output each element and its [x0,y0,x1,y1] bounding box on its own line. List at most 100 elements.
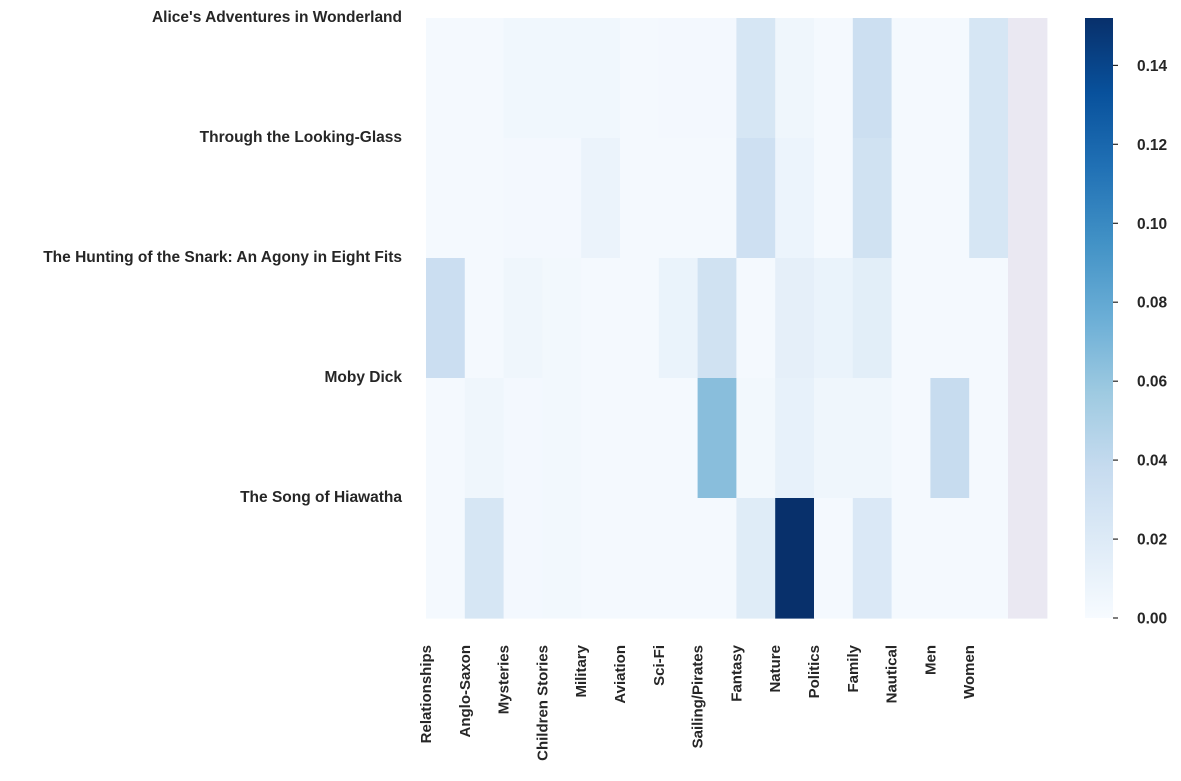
heatmap-cell [464,258,505,379]
heatmap-cell [620,498,660,619]
heatmap-cell [620,18,660,139]
column-label: Sci-Fi [651,645,668,686]
heatmap-cell [775,18,815,139]
row-label: Moby Dick [324,369,402,386]
heatmap-cell [503,498,543,619]
heatmap-cell [814,258,854,379]
heatmap-cell [620,138,660,259]
heatmap-cell [891,498,931,619]
heatmap-cell [969,498,1009,619]
row-label: Alice's Adventures in Wonderland [152,9,402,26]
heatmap-cell [736,258,776,379]
heatmap-cell [581,258,621,379]
column-label: Military [573,644,590,697]
row-label: The Hunting of the Snark: An Agony in Ei… [43,249,402,266]
heatmap-cell [891,258,931,379]
heatmap-cell [814,138,854,259]
heatmap-cell [542,378,582,499]
colorbar-tick-label: 0.08 [1137,295,1168,312]
heatmap-cell [852,138,893,259]
heatmap-cell [426,378,466,499]
heatmap-cell [658,378,699,499]
column-labels: Relationships Anglo-Saxon Mysteries Childre… [418,644,978,761]
heatmap-cell [969,18,1009,139]
heatmap-cell [1008,378,1048,499]
heatmap-cell [464,138,505,259]
heatmap-cell [542,258,582,379]
heatmap-cell [697,258,737,379]
column-label: Children Stories [534,645,551,761]
heatmap-cell [930,498,970,619]
heatmap-cell [814,378,854,499]
colorbar-tick-label: 0.02 [1137,532,1167,549]
colorbar-tick-label: 0.14 [1137,58,1168,75]
colorbar-tick-label: 0.10 [1137,216,1167,233]
row-label: Through the Looking-Glass [200,129,402,146]
heatmap-cell [969,378,1009,499]
heatmap-cell [697,498,737,619]
heatmap-cell [658,18,699,139]
column-label: Politics [806,645,823,698]
colorbar-ticks: 0.00 0.02 0.04 0.06 0.08 0.10 0.12 0.14 [1113,58,1168,628]
heatmap-cell [620,258,660,379]
row-labels: Alice's Adventures in Wonderland Through … [43,9,402,506]
heatmap-cell [775,498,815,619]
heatmap-cells [426,18,1048,619]
heatmap-cell [581,378,621,499]
heatmap-cell [852,498,893,619]
heatmap-cell [542,18,582,139]
colorbar-tick-label: 0.12 [1137,137,1167,154]
heatmap-cell [891,18,931,139]
colorbar-tick-label: 0.00 [1137,611,1167,628]
heatmap-cell [814,498,854,619]
heatmap-cell [775,258,815,379]
heatmap-cell [542,498,582,619]
heatmap-cell [1008,138,1048,259]
heatmap-cell [736,18,776,139]
heatmap-cell [891,138,931,259]
colorbar-gradient [1085,18,1113,618]
heatmap-cell [658,498,699,619]
column-label: Women [961,645,978,699]
heatmap-cell [930,378,970,499]
heatmap-cell [930,18,970,139]
column-label: Sailing/Pirates [690,645,707,748]
heatmap-cell [503,18,543,139]
heatmap-cell [697,18,737,139]
colorbar-tick-label: 0.04 [1137,453,1168,470]
heatmap-cell [658,258,699,379]
heatmap-cell [503,138,543,259]
heatmap-cell [503,378,543,499]
heatmap-cell [891,378,931,499]
heatmap-cell [852,18,893,139]
column-label: Aviation [612,645,629,704]
column-label: Nature [767,645,784,693]
heatmap-cell [581,138,621,259]
column-label: Family [845,644,862,692]
heatmap-cell [736,378,776,499]
heatmap-cell [775,378,815,499]
heatmap-cell [464,18,505,139]
heatmap-cell [930,258,970,379]
column-label: Mysteries [496,645,513,714]
heatmap-cell [581,18,621,139]
heatmap-cell [620,378,660,499]
heatmap-cell [852,258,893,379]
heatmap-cell [503,258,543,379]
heatmap-cell [581,498,621,619]
heatmap-cell [969,258,1009,379]
heatmap-cell [426,258,466,379]
row-label: The Song of Hiawatha [240,489,402,506]
heatmap-cell [969,138,1009,259]
heatmap-cell [1008,18,1048,139]
heatmap-cell [736,138,776,259]
column-label: Nautical [884,645,901,703]
heatmap-cell [930,138,970,259]
column-label: Anglo-Saxon [457,645,474,738]
heatmap-cell [852,378,893,499]
column-label: Fantasy [728,644,745,701]
heatmap-cell [658,138,699,259]
heatmap-cell [1008,498,1048,619]
heatmap-cell [426,498,466,619]
